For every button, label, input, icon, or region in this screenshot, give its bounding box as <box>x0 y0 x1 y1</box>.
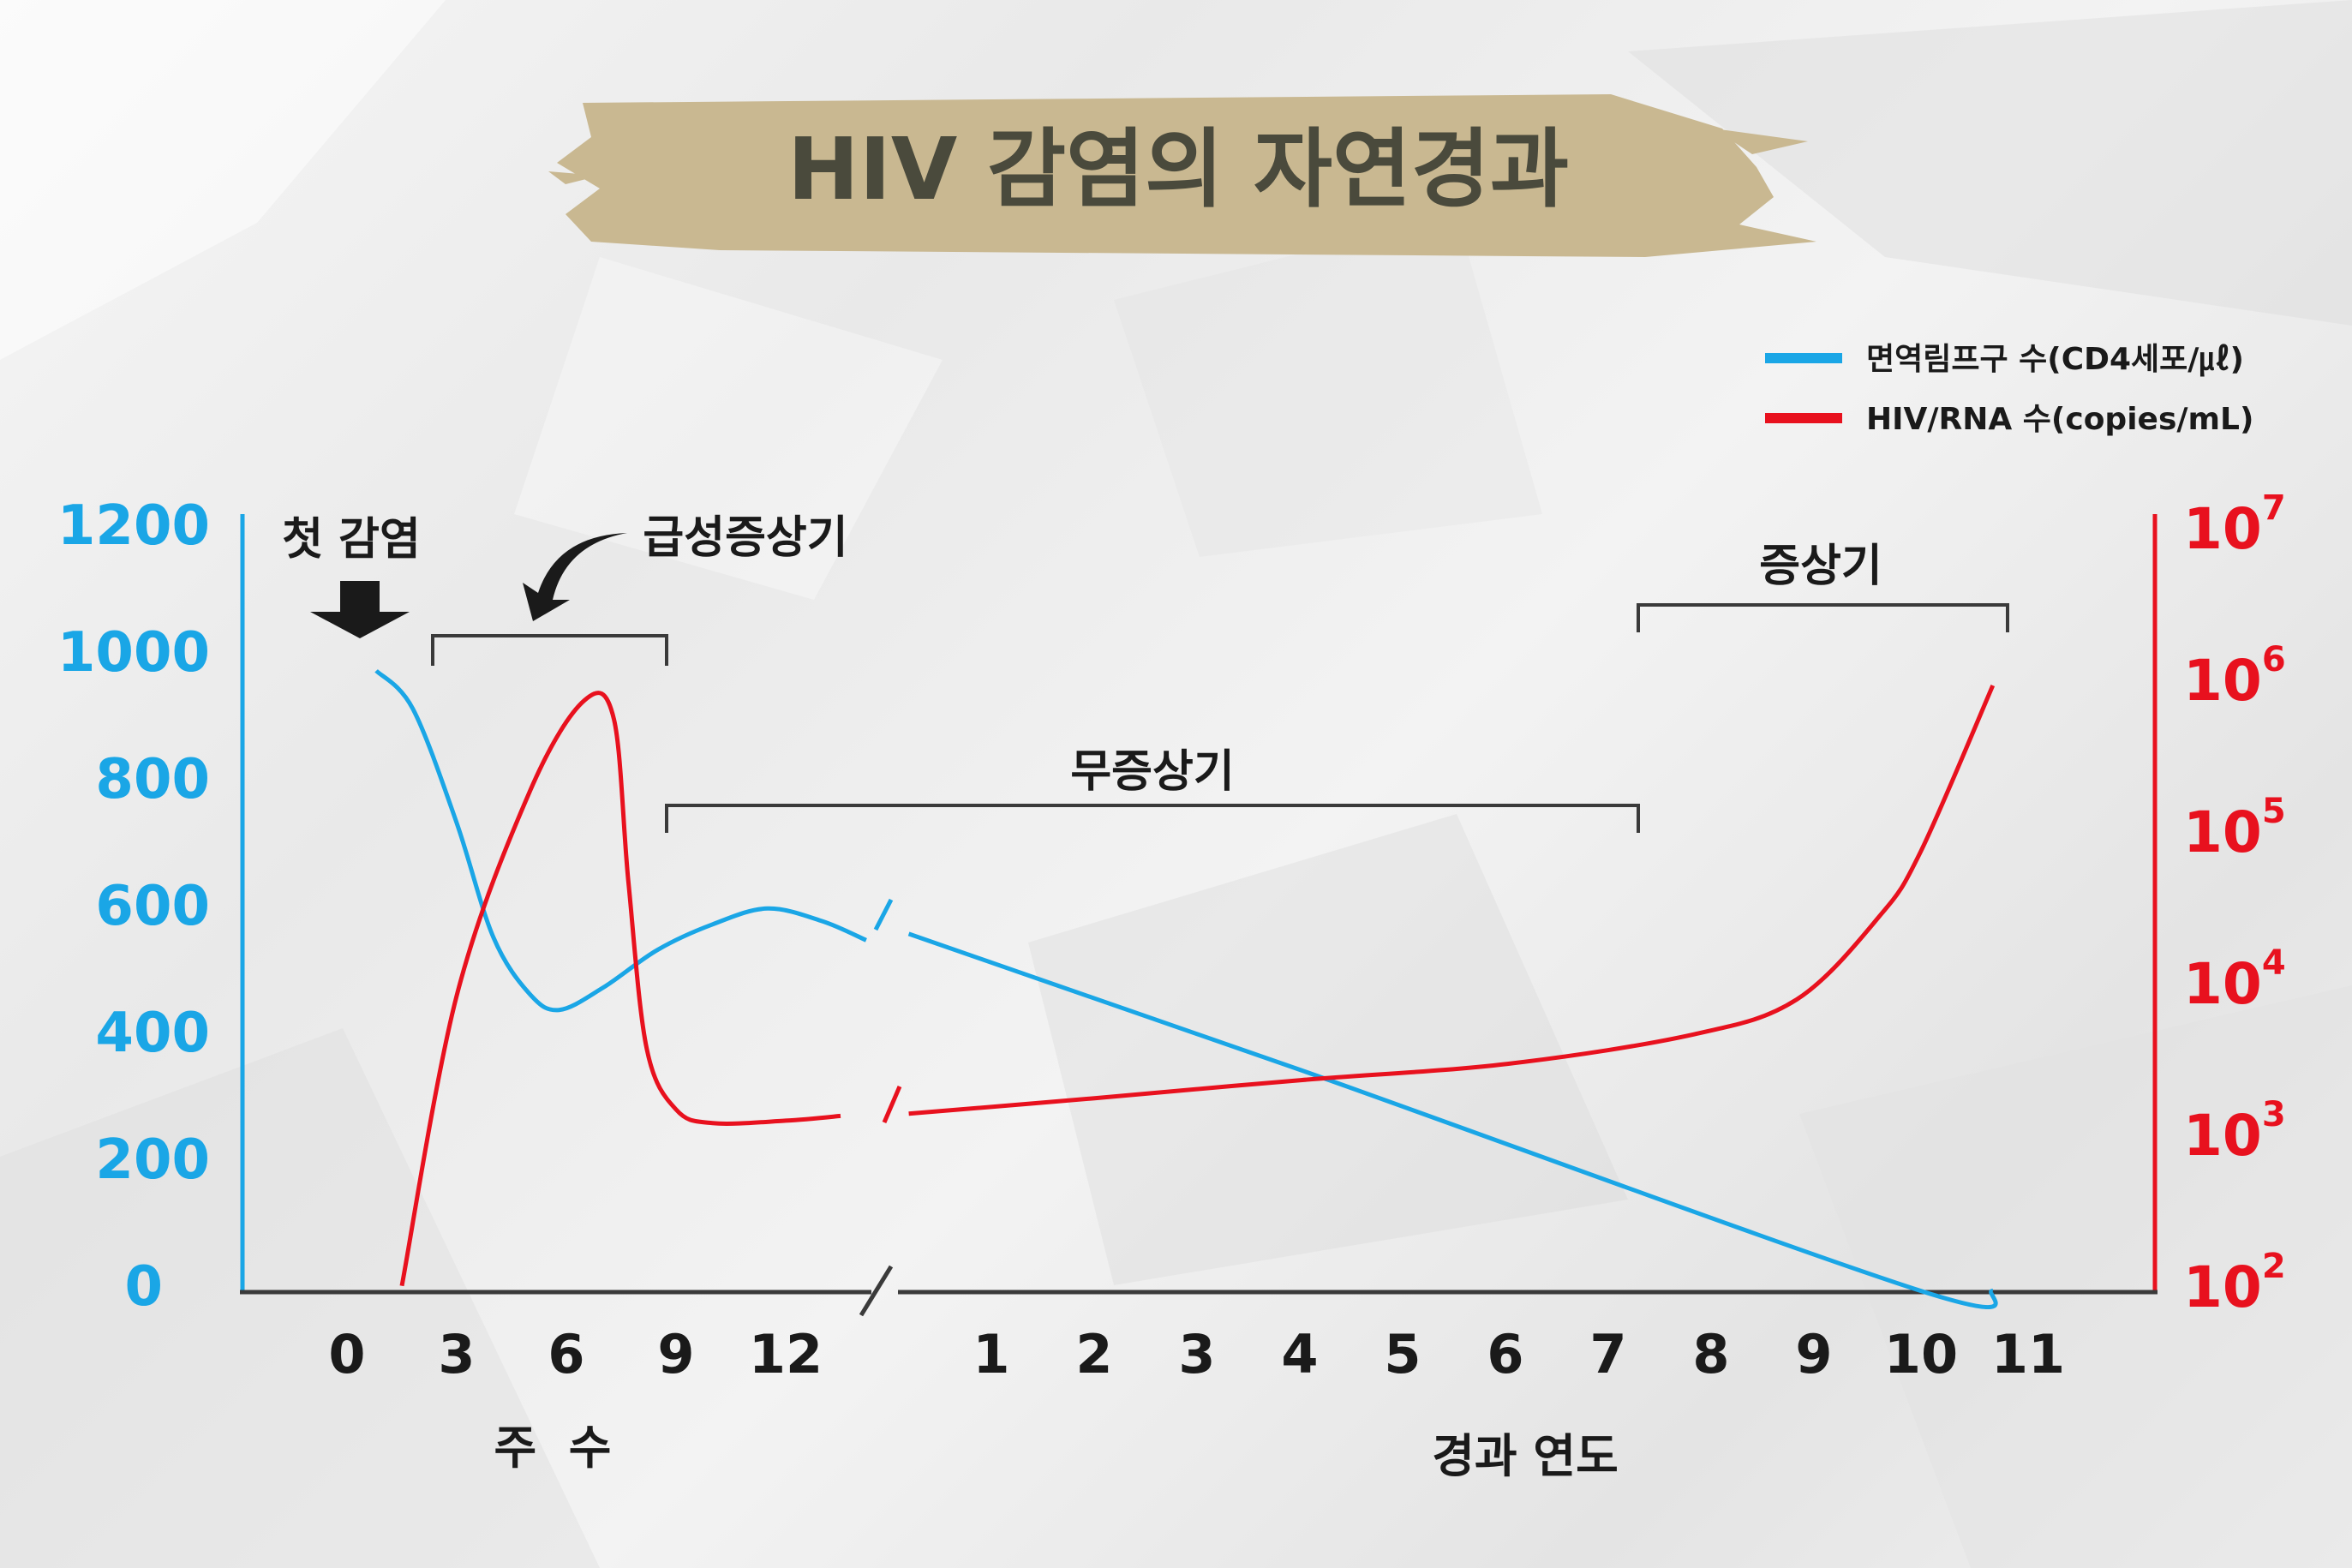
series-line-rna-weeks <box>399 691 841 1287</box>
right-axis-ticks: 107 106 105 104 103 102 <box>2183 488 2286 1320</box>
asymptomatic-bracket <box>665 804 1640 833</box>
x-tick-year: 11 <box>1991 1323 2065 1385</box>
x-tick-week: 6 <box>548 1323 584 1385</box>
annotation-first-infection: 첫 감염 <box>282 514 421 638</box>
curved-arrow-icon <box>523 533 627 621</box>
x-tick-year: 3 <box>1178 1323 1215 1385</box>
right-tick-label: 104 <box>2183 943 2286 1017</box>
x-tick-year: 1 <box>973 1323 1009 1385</box>
annotation-asymptomatic: 무증상기 <box>665 746 1640 833</box>
down-arrow-icon <box>310 581 410 638</box>
acute-phase-label: 급성증상기 <box>643 512 847 564</box>
x-tick-year: 9 <box>1795 1323 1832 1385</box>
series-line-cd4-years <box>907 931 1998 1310</box>
x-tick-year: 2 <box>1075 1323 1112 1385</box>
x-tick-year: 6 <box>1487 1323 1523 1385</box>
chart-title: HIV 감염의 자연경과 <box>787 119 1569 219</box>
legend-label-rna: HIV/RNA 수(copies/mL) <box>1866 402 2253 437</box>
right-tick-label: 103 <box>2183 1095 2286 1169</box>
left-tick-label: 600 <box>95 875 210 938</box>
x-ticks-years: 1 2 3 4 5 6 7 8 9 10 11 <box>973 1323 2065 1385</box>
left-tick-label: 200 <box>95 1128 210 1192</box>
x-tick-week: 3 <box>438 1323 475 1385</box>
x-tick-year: 4 <box>1281 1323 1318 1385</box>
x-tick-year: 7 <box>1589 1323 1626 1385</box>
series-line-cd4-weeks <box>374 668 867 1013</box>
x-tick-year: 5 <box>1384 1323 1421 1385</box>
left-axis-ticks: 1200 1000 800 600 400 200 0 <box>57 494 210 1319</box>
first-infection-label: 첫 감염 <box>282 514 421 566</box>
annotation-symptomatic: 증상기 <box>1637 541 2009 632</box>
left-tick-label: 800 <box>95 748 210 811</box>
legend-label-cd4: 면역림프구 수(CD4세포/㎕) <box>1866 342 2244 377</box>
rna-break-mark <box>882 1086 902 1123</box>
left-tick-label: 1000 <box>57 621 210 685</box>
symptomatic-phase-label: 증상기 <box>1759 541 1882 592</box>
asymptomatic-phase-label: 무증상기 <box>1070 746 1234 798</box>
acute-bracket <box>431 634 668 666</box>
left-tick-label: 1200 <box>57 494 210 558</box>
left-tick-label: 400 <box>95 1002 210 1065</box>
right-tick-label: 107 <box>2183 488 2286 562</box>
x-ticks-weeks: 0 3 6 9 12 <box>328 1323 823 1385</box>
x-tick-year: 8 <box>1692 1323 1729 1385</box>
annotation-acute: 급성증상기 <box>431 512 848 666</box>
x-label-years: 경과 연도 <box>1432 1429 1619 1483</box>
x-tick-week: 12 <box>749 1323 823 1385</box>
x-label-weeks: 주 수 <box>494 1421 612 1475</box>
title-banner: HIV 감염의 자연경과 <box>548 94 1816 257</box>
series-line-rna-years <box>908 685 1996 1116</box>
right-tick-label: 102 <box>2183 1247 2286 1320</box>
x-tick-year: 10 <box>1884 1323 1958 1385</box>
x-tick-week: 9 <box>657 1323 694 1385</box>
cd4-break-mark <box>873 898 894 931</box>
right-tick-label: 106 <box>2183 640 2286 714</box>
left-tick-label: 0 <box>124 1255 163 1319</box>
x-tick-week: 0 <box>328 1323 365 1385</box>
x-axis-break <box>859 1265 894 1317</box>
right-tick-label: 105 <box>2183 792 2286 865</box>
symptomatic-bracket <box>1637 603 2009 632</box>
legend: 면역림프구 수(CD4세포/㎕) HIV/RNA 수(copies/mL) <box>1765 342 2253 437</box>
